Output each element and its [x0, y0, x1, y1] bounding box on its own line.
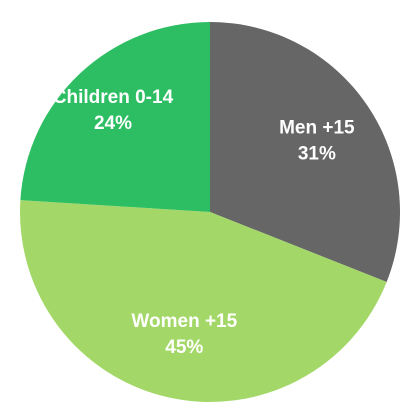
slice-category-label: Men +15	[279, 117, 355, 138]
pie-labels: Men +15 31% Women +15 45% Children 0-14 24%	[53, 87, 355, 358]
slice-value-label: 24%	[94, 113, 132, 134]
slice-category-label: Children 0-14	[53, 87, 174, 108]
slice-category-label: Women +15	[131, 311, 237, 332]
slice-value-label: 45%	[165, 337, 203, 358]
pie-slices	[20, 21, 400, 402]
pie-slice-men-15	[210, 22, 400, 282]
slice-value-label: 31%	[298, 143, 336, 164]
pie-slice-women-15	[20, 200, 387, 402]
pie-slice-children-0-14	[20, 21, 210, 213]
